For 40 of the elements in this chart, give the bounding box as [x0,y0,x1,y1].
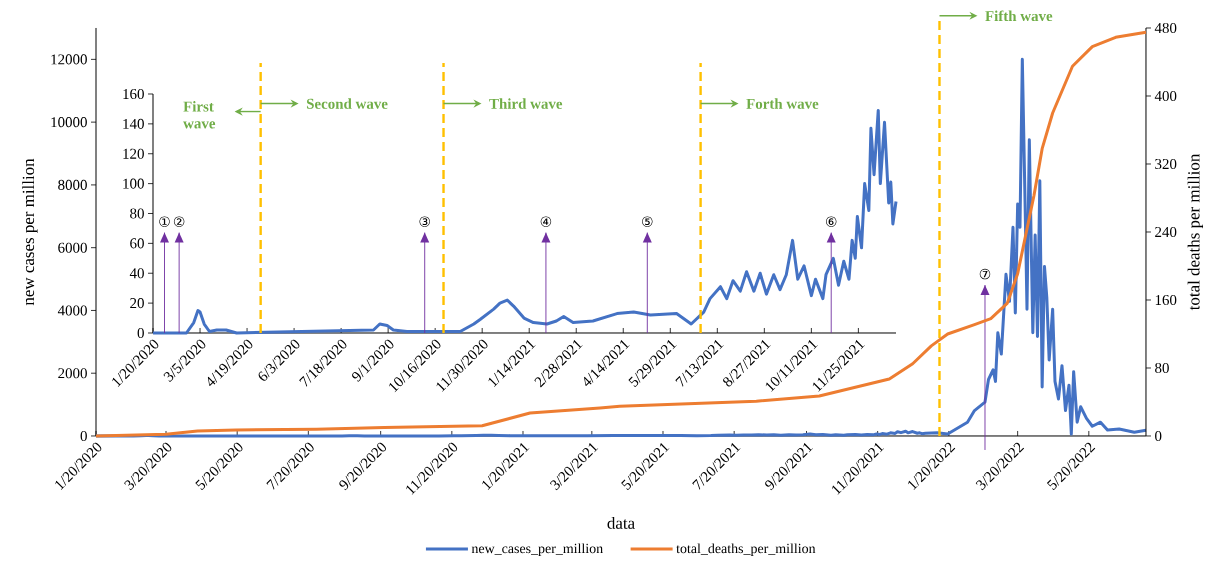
ref-line-label: Second wave [306,98,388,109]
y-tick-label: 160 [123,88,144,100]
ref-line-label: ⑤ [642,216,653,227]
annotation: First wave [183,101,216,129]
y-tick-label: 10000 [51,117,87,128]
y-tick-label: 6000 [58,242,87,253]
y2-tick-label: 80 [1155,362,1169,374]
y2-axis-title: total deaths per million [1187,153,1204,311]
y-tick-label: 0 [80,430,87,442]
y2-tick-label: 400 [1154,90,1177,102]
y-tick-label: 120 [123,148,144,159]
y-tick-label: 12000 [51,54,87,65]
y-tick-label: 0 [137,327,144,339]
y-tick-label: 20 [130,298,144,309]
y2-tick-label: 240 [1155,226,1177,238]
ref-line-label: ⑥ [826,216,837,227]
legend-label: total_deaths_per_million [676,543,816,557]
y-tick-label: 140 [123,118,144,129]
x-axis-title: data [607,516,635,529]
y2-tick-label: 320 [1155,158,1177,170]
y-tick-label: 80 [130,208,144,219]
ref-line-label: ⑦ [979,268,991,280]
y-tick-label: 4000 [57,305,87,316]
ref-line-label: Third wave [489,98,563,109]
ref-line-label: ③ [419,216,430,227]
legend-label: new_cases_per_million [471,543,603,557]
y-tick-label: 2000 [58,368,87,379]
y-tick-label: 60 [130,238,144,249]
y-tick-label: 8000 [58,179,87,190]
ref-line-label: ① [159,216,170,227]
ref-line-label: ② [173,216,185,227]
y-tick-label: 40 [129,268,144,279]
y2-tick-label: 480 [1154,22,1177,34]
y2-tick-label: 160 [1155,294,1177,306]
ref-line-label: Forth wave [746,98,819,109]
ref-line-label: ④ [540,216,552,227]
y-axis-title: new cases per million [22,158,38,306]
y2-tick-label: 0 [1155,430,1162,442]
ref-line-label: Fifth wave [985,10,1053,22]
y-tick-label: 100 [123,178,144,189]
